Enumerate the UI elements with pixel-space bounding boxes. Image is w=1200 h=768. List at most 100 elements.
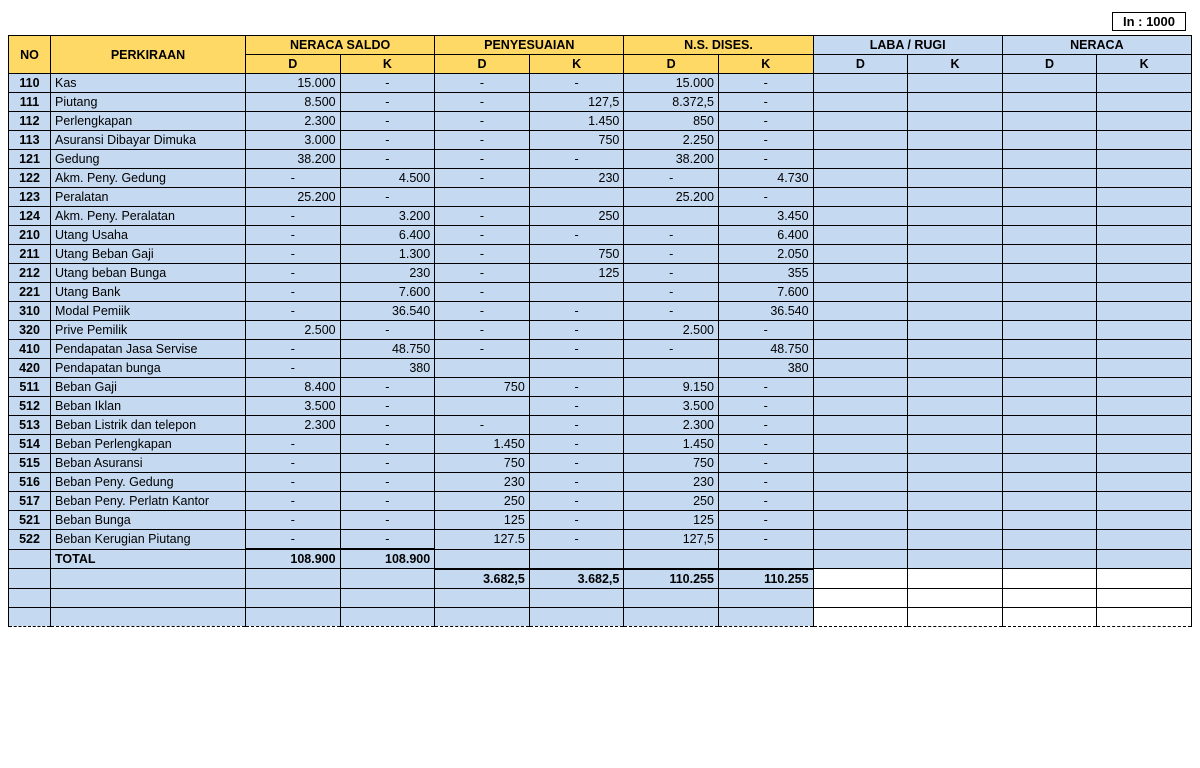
cell-value: 230 <box>529 169 624 188</box>
cell-value <box>813 416 908 435</box>
table-row: 320Prive Pemilik2.500---2.500- <box>9 321 1192 340</box>
cell-value <box>1097 93 1192 112</box>
col-group-header: PENYESUAIAN <box>435 36 624 55</box>
cell-perkiraan: Asuransi Dibayar Dimuka <box>51 131 246 150</box>
table-row: 420Pendapatan bunga-380380 <box>9 359 1192 378</box>
cell-value: 4.500 <box>340 169 435 188</box>
cell-value: 380 <box>718 359 813 378</box>
cell-value: - <box>246 226 341 245</box>
total-row: 3.682,53.682,5110.255110.255 <box>9 569 1192 589</box>
cell-perkiraan: Beban Bunga <box>51 511 246 530</box>
cell-value <box>1002 93 1097 112</box>
cell-value: - <box>246 340 341 359</box>
cell-value: - <box>529 530 624 550</box>
table-row: 516Beban Peny. Gedung--230-230- <box>9 473 1192 492</box>
cell-value: - <box>435 150 530 169</box>
cell-value <box>813 511 908 530</box>
cell-value: - <box>529 435 624 454</box>
cell-total <box>624 549 719 569</box>
cell-value: - <box>246 454 341 473</box>
cell-value <box>813 530 908 550</box>
blank-row <box>9 588 1192 607</box>
table-row: 124Akm. Peny. Peralatan-3.200-2503.450 <box>9 207 1192 226</box>
cell-value: 25.200 <box>246 188 341 207</box>
blank-cell <box>9 588 51 607</box>
cell-perkiraan: Perlengkapan <box>51 112 246 131</box>
col-group-header: N.S. DISES. <box>624 36 813 55</box>
cell-value <box>813 492 908 511</box>
cell-value <box>813 302 908 321</box>
blank-cell <box>908 607 1003 626</box>
cell-no: 212 <box>9 264 51 283</box>
cell-value <box>908 511 1003 530</box>
cell-no: 516 <box>9 473 51 492</box>
table-row: 211Utang Beban Gaji-1.300-750-2.050 <box>9 245 1192 264</box>
cell-value: - <box>529 74 624 93</box>
cell-value: - <box>435 74 530 93</box>
col-group-header: LABA / RUGI <box>813 36 1002 55</box>
cell-value: - <box>529 340 624 359</box>
cell-value: 230 <box>435 473 530 492</box>
cell-value: - <box>529 226 624 245</box>
cell-no: 512 <box>9 397 51 416</box>
cell-value: - <box>246 245 341 264</box>
cell-value <box>1097 473 1192 492</box>
cell-value <box>908 207 1003 226</box>
col-subheader: K <box>340 55 435 74</box>
cell-value: - <box>435 131 530 150</box>
cell-value <box>1002 416 1097 435</box>
cell-total <box>718 549 813 569</box>
table-row: 310Modal Pemiik-36.540---36.540 <box>9 302 1192 321</box>
blank-cell <box>51 607 246 626</box>
cell-value: - <box>435 245 530 264</box>
cell-value: - <box>529 416 624 435</box>
cell-value <box>908 150 1003 169</box>
cell-value: 2.500 <box>624 321 719 340</box>
cell-value <box>908 245 1003 264</box>
cell-value <box>1002 264 1097 283</box>
blank-cell <box>1097 607 1192 626</box>
cell-no: 310 <box>9 302 51 321</box>
cell-value: - <box>435 112 530 131</box>
cell-value: - <box>718 397 813 416</box>
blank-cell <box>624 588 719 607</box>
cell-value <box>529 283 624 302</box>
cell-value <box>1097 112 1192 131</box>
cell-value <box>908 492 1003 511</box>
blank-cell <box>9 607 51 626</box>
cell-value: - <box>340 321 435 340</box>
cell-value <box>529 359 624 378</box>
blank-cell <box>246 588 341 607</box>
blank-cell <box>1097 588 1192 607</box>
cell-total <box>813 549 908 569</box>
cell-value: 250 <box>435 492 530 511</box>
cell-value <box>1097 131 1192 150</box>
cell-no: 511 <box>9 378 51 397</box>
cell-total: 3.682,5 <box>435 569 530 589</box>
cell-value <box>813 93 908 112</box>
cell-value <box>1002 74 1097 93</box>
cell-value: - <box>718 492 813 511</box>
cell-value <box>435 397 530 416</box>
cell-value <box>813 188 908 207</box>
cell-value: 7.600 <box>718 283 813 302</box>
cell-value <box>908 359 1003 378</box>
cell-value <box>908 283 1003 302</box>
table-row: 210Utang Usaha-6.400---6.400 <box>9 226 1192 245</box>
cell-value: - <box>529 378 624 397</box>
cell-value: - <box>340 112 435 131</box>
cell-value: - <box>246 435 341 454</box>
worksheet-table: NOPERKIRAANNERACA SALDOPENYESUAIANN.S. D… <box>8 35 1192 627</box>
cell-value: - <box>718 131 813 150</box>
cell-value: - <box>529 397 624 416</box>
col-subheader: K <box>718 55 813 74</box>
cell-value: - <box>624 264 719 283</box>
cell-value: - <box>529 473 624 492</box>
cell-total: 3.682,5 <box>529 569 624 589</box>
table-row: 113Asuransi Dibayar Dimuka3.000--7502.25… <box>9 131 1192 150</box>
unit-caption-wrap: In : 1000 <box>8 12 1192 35</box>
cell-value <box>813 264 908 283</box>
cell-value: - <box>718 473 813 492</box>
cell-value: 2.300 <box>246 112 341 131</box>
cell-value: - <box>246 511 341 530</box>
